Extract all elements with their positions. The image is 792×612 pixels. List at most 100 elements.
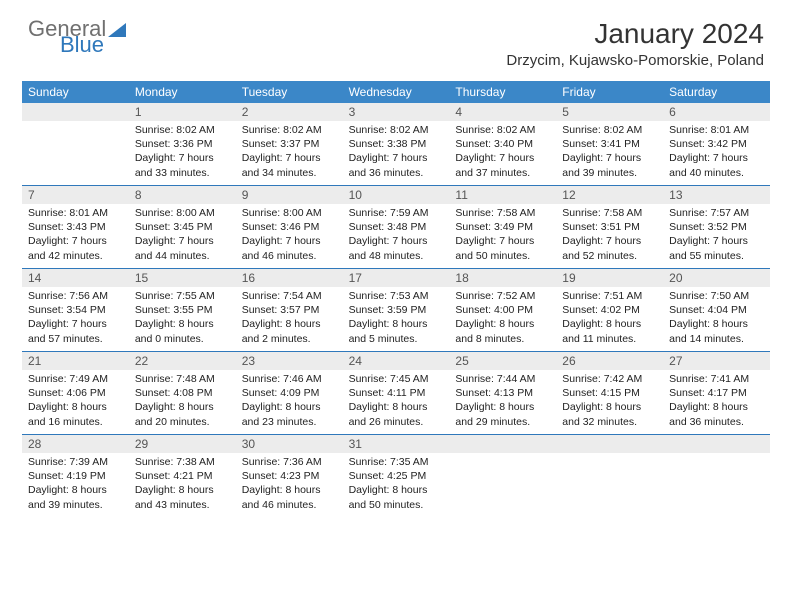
day-details: Sunrise: 7:35 AMSunset: 4:25 PMDaylight:… [343, 453, 450, 516]
day-details: Sunrise: 8:01 AMSunset: 3:43 PMDaylight:… [22, 204, 129, 267]
day-details: Sunrise: 8:01 AMSunset: 3:42 PMDaylight:… [663, 121, 770, 184]
day-number: 8 [129, 186, 236, 204]
day-number [22, 103, 129, 121]
day-details: Sunrise: 7:42 AMSunset: 4:15 PMDaylight:… [556, 370, 663, 433]
calendar-week: 21Sunrise: 7:49 AMSunset: 4:06 PMDayligh… [22, 351, 770, 434]
calendar-week: 14Sunrise: 7:56 AMSunset: 3:54 PMDayligh… [22, 268, 770, 351]
day-details: Sunrise: 7:50 AMSunset: 4:04 PMDaylight:… [663, 287, 770, 350]
day-number: 20 [663, 269, 770, 287]
day-cell-25: 25Sunrise: 7:44 AMSunset: 4:13 PMDayligh… [449, 352, 556, 434]
day-number: 14 [22, 269, 129, 287]
day-number: 7 [22, 186, 129, 204]
day-details: Sunrise: 7:44 AMSunset: 4:13 PMDaylight:… [449, 370, 556, 433]
day-number: 3 [343, 103, 450, 121]
title-block: January 2024 Drzycim, Kujawsko-Pomorskie… [506, 18, 764, 69]
day-cell-3: 3Sunrise: 8:02 AMSunset: 3:38 PMDaylight… [343, 103, 450, 185]
day-cell-24: 24Sunrise: 7:45 AMSunset: 4:11 PMDayligh… [343, 352, 450, 434]
day-number: 13 [663, 186, 770, 204]
day-details: Sunrise: 7:53 AMSunset: 3:59 PMDaylight:… [343, 287, 450, 350]
day-number: 27 [663, 352, 770, 370]
page-header: General Blue January 2024 Drzycim, Kujaw… [0, 0, 792, 73]
day-details: Sunrise: 7:48 AMSunset: 4:08 PMDaylight:… [129, 370, 236, 433]
day-cell-10: 10Sunrise: 7:59 AMSunset: 3:48 PMDayligh… [343, 186, 450, 268]
calendar: SundayMondayTuesdayWednesdayThursdayFrid… [22, 81, 770, 517]
day-number: 5 [556, 103, 663, 121]
calendar-weekday-header: SundayMondayTuesdayWednesdayThursdayFrid… [22, 81, 770, 103]
day-cell-26: 26Sunrise: 7:42 AMSunset: 4:15 PMDayligh… [556, 352, 663, 434]
day-details: Sunrise: 7:55 AMSunset: 3:55 PMDaylight:… [129, 287, 236, 350]
day-number: 31 [343, 435, 450, 453]
day-cell-27: 27Sunrise: 7:41 AMSunset: 4:17 PMDayligh… [663, 352, 770, 434]
day-details: Sunrise: 8:02 AMSunset: 3:37 PMDaylight:… [236, 121, 343, 184]
day-cell-21: 21Sunrise: 7:49 AMSunset: 4:06 PMDayligh… [22, 352, 129, 434]
day-cell-14: 14Sunrise: 7:56 AMSunset: 3:54 PMDayligh… [22, 269, 129, 351]
day-cell-9: 9Sunrise: 8:00 AMSunset: 3:46 PMDaylight… [236, 186, 343, 268]
day-number: 11 [449, 186, 556, 204]
day-number: 21 [22, 352, 129, 370]
day-number: 10 [343, 186, 450, 204]
day-cell-4: 4Sunrise: 8:02 AMSunset: 3:40 PMDaylight… [449, 103, 556, 185]
day-number: 25 [449, 352, 556, 370]
day-cell-30: 30Sunrise: 7:36 AMSunset: 4:23 PMDayligh… [236, 435, 343, 517]
day-cell-11: 11Sunrise: 7:58 AMSunset: 3:49 PMDayligh… [449, 186, 556, 268]
day-details: Sunrise: 7:56 AMSunset: 3:54 PMDaylight:… [22, 287, 129, 350]
day-details: Sunrise: 8:00 AMSunset: 3:46 PMDaylight:… [236, 204, 343, 267]
day-details: Sunrise: 7:57 AMSunset: 3:52 PMDaylight:… [663, 204, 770, 267]
weekday-monday: Monday [129, 81, 236, 103]
day-cell-2: 2Sunrise: 8:02 AMSunset: 3:37 PMDaylight… [236, 103, 343, 185]
day-cell-empty [556, 435, 663, 517]
day-cell-16: 16Sunrise: 7:54 AMSunset: 3:57 PMDayligh… [236, 269, 343, 351]
day-number: 23 [236, 352, 343, 370]
day-details: Sunrise: 7:58 AMSunset: 3:49 PMDaylight:… [449, 204, 556, 267]
calendar-body: 1Sunrise: 8:02 AMSunset: 3:36 PMDaylight… [22, 103, 770, 517]
day-cell-13: 13Sunrise: 7:57 AMSunset: 3:52 PMDayligh… [663, 186, 770, 268]
day-cell-1: 1Sunrise: 8:02 AMSunset: 3:36 PMDaylight… [129, 103, 236, 185]
day-details: Sunrise: 7:46 AMSunset: 4:09 PMDaylight:… [236, 370, 343, 433]
day-details: Sunrise: 8:00 AMSunset: 3:45 PMDaylight:… [129, 204, 236, 267]
day-cell-empty [663, 435, 770, 517]
day-number: 30 [236, 435, 343, 453]
day-number: 19 [556, 269, 663, 287]
day-cell-7: 7Sunrise: 8:01 AMSunset: 3:43 PMDaylight… [22, 186, 129, 268]
day-cell-15: 15Sunrise: 7:55 AMSunset: 3:55 PMDayligh… [129, 269, 236, 351]
logo: General Blue [28, 18, 126, 56]
day-cell-empty [22, 103, 129, 185]
day-number: 18 [449, 269, 556, 287]
day-cell-6: 6Sunrise: 8:01 AMSunset: 3:42 PMDaylight… [663, 103, 770, 185]
day-number [556, 435, 663, 453]
day-number: 6 [663, 103, 770, 121]
day-cell-empty [449, 435, 556, 517]
day-cell-22: 22Sunrise: 7:48 AMSunset: 4:08 PMDayligh… [129, 352, 236, 434]
day-cell-17: 17Sunrise: 7:53 AMSunset: 3:59 PMDayligh… [343, 269, 450, 351]
day-number: 29 [129, 435, 236, 453]
day-cell-12: 12Sunrise: 7:58 AMSunset: 3:51 PMDayligh… [556, 186, 663, 268]
location-text: Drzycim, Kujawsko-Pomorskie, Poland [506, 52, 764, 69]
day-number: 1 [129, 103, 236, 121]
day-details: Sunrise: 7:52 AMSunset: 4:00 PMDaylight:… [449, 287, 556, 350]
logo-text: General Blue [28, 18, 126, 56]
day-details: Sunrise: 7:45 AMSunset: 4:11 PMDaylight:… [343, 370, 450, 433]
day-cell-31: 31Sunrise: 7:35 AMSunset: 4:25 PMDayligh… [343, 435, 450, 517]
day-number: 17 [343, 269, 450, 287]
day-cell-5: 5Sunrise: 8:02 AMSunset: 3:41 PMDaylight… [556, 103, 663, 185]
calendar-week: 1Sunrise: 8:02 AMSunset: 3:36 PMDaylight… [22, 103, 770, 185]
day-details: Sunrise: 7:51 AMSunset: 4:02 PMDaylight:… [556, 287, 663, 350]
day-cell-29: 29Sunrise: 7:38 AMSunset: 4:21 PMDayligh… [129, 435, 236, 517]
day-details: Sunrise: 8:02 AMSunset: 3:41 PMDaylight:… [556, 121, 663, 184]
day-details: Sunrise: 7:39 AMSunset: 4:19 PMDaylight:… [22, 453, 129, 516]
day-cell-23: 23Sunrise: 7:46 AMSunset: 4:09 PMDayligh… [236, 352, 343, 434]
day-number: 12 [556, 186, 663, 204]
day-cell-18: 18Sunrise: 7:52 AMSunset: 4:00 PMDayligh… [449, 269, 556, 351]
day-cell-8: 8Sunrise: 8:00 AMSunset: 3:45 PMDaylight… [129, 186, 236, 268]
day-number: 9 [236, 186, 343, 204]
day-details: Sunrise: 7:59 AMSunset: 3:48 PMDaylight:… [343, 204, 450, 267]
weekday-wednesday: Wednesday [343, 81, 450, 103]
calendar-week: 28Sunrise: 7:39 AMSunset: 4:19 PMDayligh… [22, 434, 770, 517]
weekday-saturday: Saturday [663, 81, 770, 103]
day-number: 2 [236, 103, 343, 121]
day-cell-19: 19Sunrise: 7:51 AMSunset: 4:02 PMDayligh… [556, 269, 663, 351]
day-number [449, 435, 556, 453]
day-number: 16 [236, 269, 343, 287]
weekday-tuesday: Tuesday [236, 81, 343, 103]
day-details: Sunrise: 7:41 AMSunset: 4:17 PMDaylight:… [663, 370, 770, 433]
